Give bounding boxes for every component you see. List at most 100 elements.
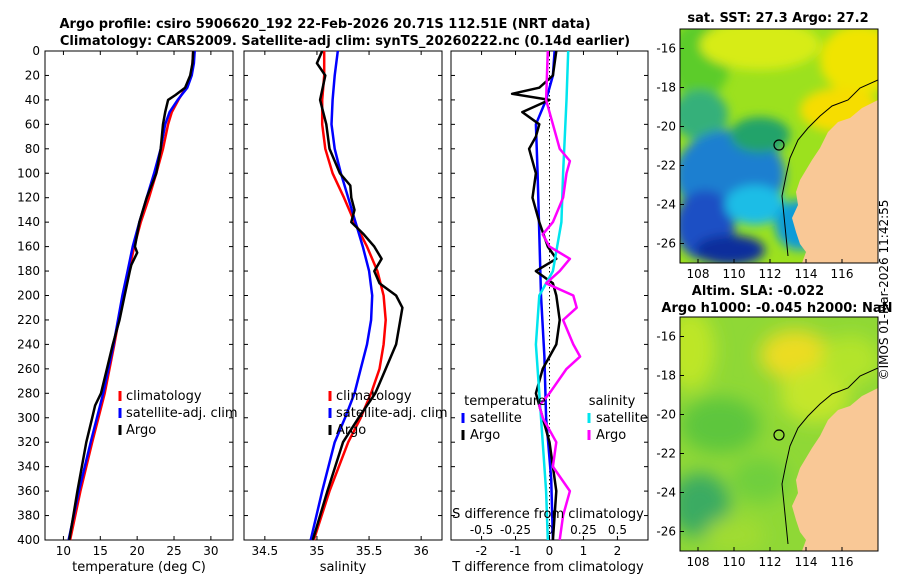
map-y-tick-label: -26 [656,525,676,539]
map-x-tick-label: 108 [687,267,710,281]
s-tick-label: -0.5 [470,523,493,537]
depth-tick-label: 20 [25,68,40,82]
map-x-tick-label: 112 [759,267,782,281]
legend-label: climatology [126,389,202,404]
map-x-tick-label: 116 [831,267,854,281]
map-y-tick-label: -20 [656,408,676,422]
depth-tick-label: 120 [17,191,40,205]
x-tick-label: -2 [476,544,488,558]
x-tick-label: 20 [130,544,145,558]
depth-tick-label: 60 [25,117,40,131]
map-y-tick-label: -18 [656,81,676,95]
depth-tick-label: 340 [17,460,40,474]
map-y-tick-label: -22 [656,159,676,173]
x-tick-label: 10 [56,544,71,558]
sla-map-frame [679,316,879,552]
legend-title-temperature: temperature [464,394,546,409]
legend-label: satellite-adj. clim [336,406,448,421]
depth-tick-label: 180 [17,264,40,278]
depth-tick-label: 220 [17,313,40,327]
series-argo [68,50,195,541]
sst-landmass [792,100,878,263]
depth-tick-label: 80 [25,142,40,156]
legend-label: Argo [126,423,156,438]
depth-tick-label: 260 [17,362,40,376]
sst-map [680,29,878,263]
sla-map-axis: 108 110 112 114 116 -16 -18 -20 -22 -24 -26 [656,330,853,570]
depth-tick-label: 400 [17,533,40,547]
legend-label: Argo [596,428,626,443]
map-x-tick-label: 114 [795,555,818,569]
sla-map-title-line2: Argo h1000: -0.045 h2000: NaN [661,301,892,316]
chart-title-line2: Climatology: CARS2009. Satellite-adj cli… [60,34,630,49]
s-difference-label: S difference from climatology [452,507,644,522]
map-x-tick-label: 110 [723,555,746,569]
x-tick-label: 36 [414,544,429,558]
depth-tick-label: 160 [17,240,40,254]
series-t-argo [510,50,561,541]
depth-tick-label: 280 [17,386,40,400]
map-x-tick-label: 116 [831,555,854,569]
difference-legend: temperature salinity satellite Argo satellit… [461,394,648,443]
difference-ticks: -2 -1 0 1 2 -0.5 -0.25 0 0.25 0.5 [451,50,648,558]
legend-label: climatology [336,389,412,404]
map-y-tick-label: -16 [656,330,676,344]
difference-xlabel: T difference from climatology [451,560,644,575]
depth-tick-label: 240 [17,337,40,351]
s-tick-label: -0.25 [500,523,531,537]
x-tick-label: 35 [309,544,324,558]
temperature-xlabel: temperature (deg C) [72,560,206,575]
imos-credit: ©IMOS 01-Mar-2026 11:42:55 [877,199,891,381]
map-y-tick-label: -24 [656,486,676,500]
legend-title-salinity: salinity [589,394,636,409]
map-y-tick-label: -24 [656,198,676,212]
depth-tick-label: 0 [32,44,40,58]
map-x-tick-label: 110 [723,267,746,281]
sla-coastline [781,367,878,545]
series-s-satellite [534,50,570,541]
depth-tick-label: 100 [17,166,40,180]
map-y-tick-label: -18 [656,369,676,383]
temperature-lines [67,50,196,541]
depth-tick-label: 320 [17,435,40,449]
x-tick-label: 1 [580,544,588,558]
x-tick-label: 15 [93,544,108,558]
salinity-panel: 34.5 35 35.5 36 climatology satellite-adj. c… [243,50,448,575]
x-tick-label: -1 [510,544,522,558]
sla-map-title-line1: Altim. SLA: -0.022 [692,284,824,299]
series-s-argo [538,50,582,541]
sst-map-title: sat. SST: 27.3 Argo: 27.2 [687,11,868,26]
s-tick-label: 0.5 [608,523,627,537]
legend-label: satellite [470,411,522,426]
x-tick-label: 34.5 [251,544,278,558]
depth-tick-label: 200 [17,289,40,303]
legend-label: satellite-adj. clim [126,406,238,421]
salinity-lines [309,50,404,541]
x-tick-label: 2 [614,544,622,558]
sla-landmass [792,388,878,551]
depth-tick-label: 360 [17,484,40,498]
chart-title-line1: Argo profile: csiro 5906620_192 22-Feb-2… [59,17,590,32]
difference-lines [510,50,582,541]
depth-tick-label: 40 [25,93,40,107]
series-argo [311,50,404,541]
difference-panel: -2 -1 0 1 2 -0.5 -0.25 0 0.25 0.5 temperature sali… [450,50,649,575]
x-tick-label: 25 [166,544,181,558]
series-satellite-adj-clim [309,50,374,541]
sst-coastline [781,79,878,257]
sla-argo-marker [773,429,785,441]
depth-tick-label: 380 [17,509,40,523]
salinity-xlabel: salinity [320,560,367,575]
sst-map-frame [679,28,879,264]
legend-label: satellite [596,411,648,426]
x-tick-label: 35.5 [356,544,383,558]
sla-map [680,317,878,551]
depth-tick-label: 140 [17,215,40,229]
depth-axis: 0 20 40 60 80 100 120 140 160 180 200 220 240 260 280 3… [17,44,40,547]
s-tick-label: 0.25 [570,523,597,537]
salinity-ticks: 34.5 35 35.5 36 [244,50,442,558]
map-y-tick-label: -26 [656,237,676,251]
temperature-frame [44,50,234,541]
temperature-ticks: 10 15 20 25 30 [45,50,233,558]
